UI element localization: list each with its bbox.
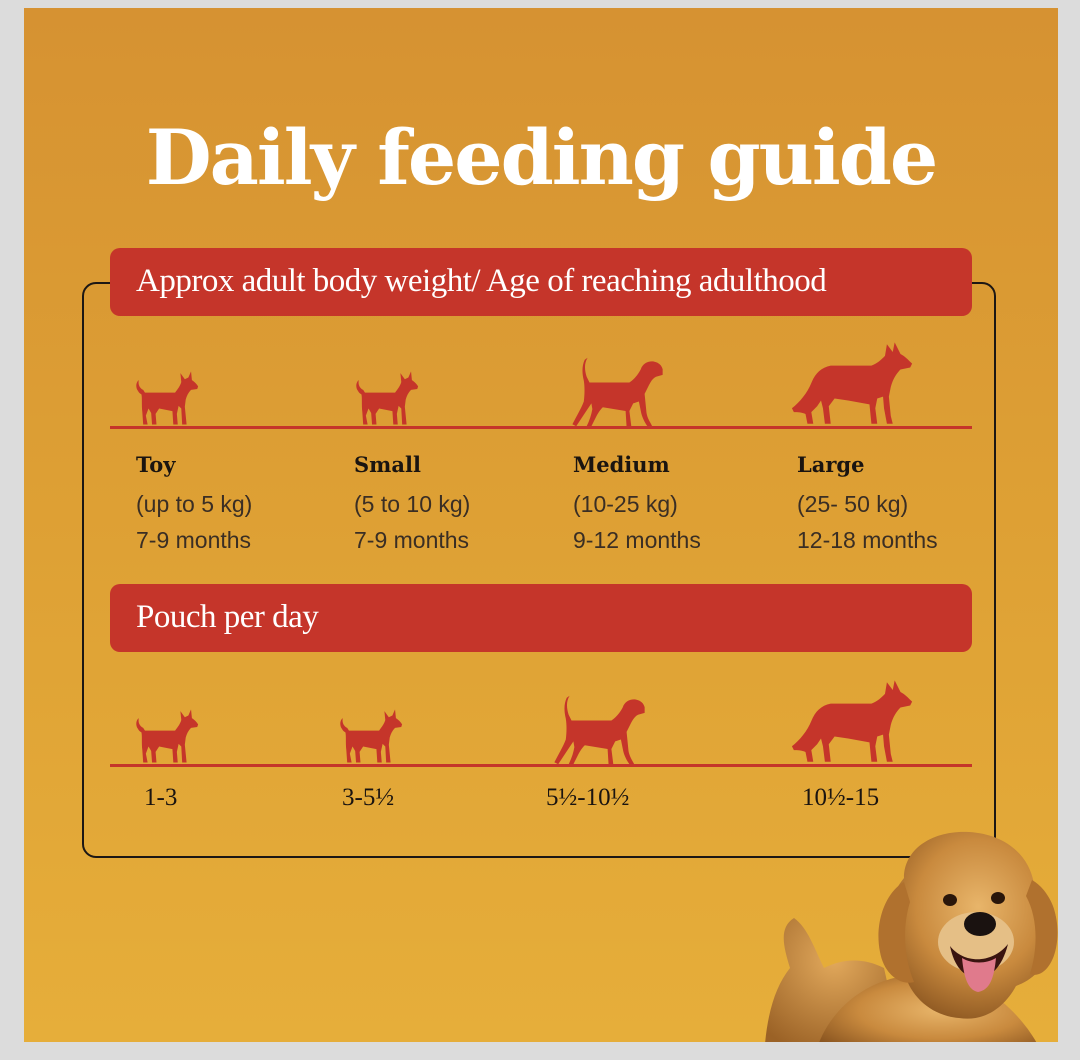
page-title: Daily feeding guide bbox=[145, 113, 939, 202]
large-dog-icon bbox=[790, 340, 916, 428]
small-dog-icon bbox=[336, 704, 408, 766]
pouch-small: 3-5½ bbox=[342, 784, 395, 811]
toy-dog-icon bbox=[132, 704, 204, 766]
size-toy: Toy (up to 5 kg) 7-9 months bbox=[136, 452, 252, 558]
size-large: Large (25- 50 kg) 12-18 months bbox=[797, 452, 938, 558]
size-age: 7-9 months bbox=[354, 527, 470, 553]
size-weight: (10-25 kg) bbox=[573, 491, 678, 517]
size-weight: (up to 5 kg) bbox=[136, 491, 253, 517]
size-name: Large bbox=[797, 452, 865, 477]
size-age: 9-12 months bbox=[573, 527, 701, 553]
golden-retriever-photo bbox=[765, 831, 1058, 1042]
pouch-toy: 1-3 bbox=[144, 784, 178, 811]
pouch-medium: 5½-10½ bbox=[546, 784, 630, 811]
ground-line bbox=[110, 426, 972, 429]
large-dog-icon bbox=[790, 678, 916, 766]
ground-line bbox=[110, 764, 972, 767]
pouch-banner: Pouch per day bbox=[110, 584, 972, 652]
medium-dog-icon bbox=[570, 354, 666, 430]
size-small: Small (5 to 10 kg) 7-9 months bbox=[354, 452, 470, 558]
toy-dog-icon bbox=[132, 366, 204, 428]
pouch-large: 10½-15 bbox=[802, 784, 880, 811]
weight-age-banner: Approx adult body weight/ Age of reachin… bbox=[110, 248, 972, 316]
size-weight: (5 to 10 kg) bbox=[354, 491, 471, 517]
size-name: Small bbox=[354, 452, 421, 477]
small-dog-icon bbox=[352, 366, 424, 428]
size-age: 7-9 months bbox=[136, 527, 252, 553]
size-name: Medium bbox=[573, 452, 670, 477]
medium-dog-icon bbox=[552, 692, 648, 768]
feeding-guide-card: Daily feeding guide Approx adult body we… bbox=[24, 8, 1058, 1042]
size-medium: Medium (10-25 kg) 9-12 months bbox=[573, 452, 701, 558]
size-name: Toy bbox=[136, 452, 176, 477]
size-age: 12-18 months bbox=[797, 527, 938, 553]
size-weight: (25- 50 kg) bbox=[797, 491, 909, 517]
